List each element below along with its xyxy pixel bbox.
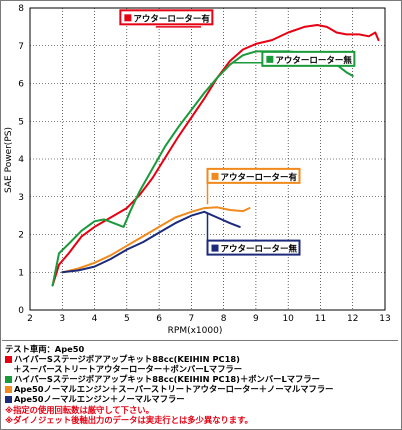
callout-label-3: アウターローター有 [221,172,298,183]
x-tick-label: 3 [59,314,65,324]
note-line: ＋スーパーストリートアウターローター＋ボンバーLマフラー [5,364,398,374]
note-line: Ape50ノーマルエンジン＋スーパーストリートアウターローター＋ノーマルマフラー [5,384,398,394]
y-tick-label: 6 [18,80,24,90]
note-text: Ape50ノーマルエンジン＋スーパーストリートアウターローター＋ノーマルマフラー [14,384,334,395]
y-tick-label: 0 [18,306,24,316]
x-axis-label: RPM(x1000) [168,326,223,336]
x-tick-label: 13 [379,314,390,324]
x-tick-label: 4 [92,314,98,324]
x-tick-label: 6 [156,314,162,324]
x-tick-label: 9 [253,314,259,324]
callout-marker-4 [211,244,219,252]
legend-square-icon [5,375,12,383]
note-line: ハイパーSステージボアアップキット88cc(KEIHIN PC18) [5,354,398,364]
x-tick-label: 7 [188,314,194,324]
series-line-1 [51,24,380,287]
y-tick-label: 3 [18,193,24,203]
callout-marker-3 [211,172,219,180]
y-axis-label: SAE Power(PS) [4,127,14,193]
legend-square-icon [5,395,12,403]
callout-box-4 [206,239,301,256]
y-tick-label: 4 [18,155,24,165]
x-tick-label: 2 [27,314,33,324]
x-tick-label: 12 [347,314,358,324]
y-tick-label: 5 [18,117,24,127]
note-text: ハイパーSステージボアアップキット88cc(KEIHIN PC18)＋ボンバーL… [14,374,320,385]
y-tick-label: 7 [18,42,24,52]
y-tick-label: 1 [18,268,24,278]
callout-marker-1 [124,14,132,22]
callout-label-1: アウターローター有 [133,13,210,24]
callout-box-1 [119,9,214,26]
series-line-4 [61,210,241,274]
note-text: ハイパーSステージボアアップキット88cc(KEIHIN PC18) [14,354,240,365]
x-tick-label: 10 [282,314,294,324]
y-tick-label: 8 [18,4,24,14]
notes-title: テスト車両：Ape50 [5,344,85,354]
x-tick-label: 8 [221,314,227,324]
series-line-3 [61,206,251,274]
callout-label-2: アウターローター無 [275,55,352,66]
callout-box-3 [206,167,301,184]
warning-line-1: ※指定の使用回転数は厳守して下さい。 [5,404,154,415]
legend-square-icon [5,355,12,363]
callout-box-2 [261,50,356,67]
callout-label-4: アウターローター無 [221,244,298,255]
notes-list: ハイパーSステージボアアップキット88cc(KEIHIN PC18) ＋スーパー… [5,354,398,404]
y-tick-label: 2 [18,231,24,241]
note-line: Ape50ノーマルエンジン＋ノーマルマフラー [5,394,398,404]
callout-marker-2 [266,55,274,63]
note-text: Ape50ノーマルエンジン＋ノーマルマフラー [14,394,185,405]
x-tick-label: 5 [124,314,130,324]
legend-square-icon [5,385,12,393]
note-line: ハイパーSステージボアアップキット88cc(KEIHIN PC18)＋ボンバーL… [5,374,398,384]
note-text: ＋スーパーストリートアウターローター＋ボンバーLマフラー [5,364,243,375]
warning-line-2: ※ダイノジェット後軸出力のデータは実走行とは多少異なります。 [5,414,253,425]
test-notes: テスト車両：Ape50 ハイパーSステージボアアップキット88cc(KEIHIN… [2,340,398,428]
x-tick-label: 11 [315,314,326,324]
